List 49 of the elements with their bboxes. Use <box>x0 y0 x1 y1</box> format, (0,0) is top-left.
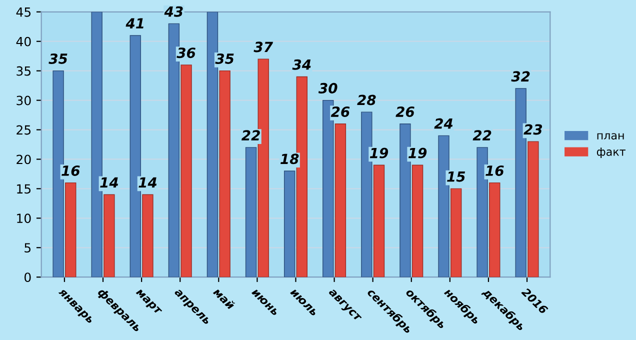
bar <box>104 194 115 278</box>
data-label: 14 <box>138 177 157 188</box>
data-label: 24 <box>434 118 453 129</box>
bar <box>412 164 424 278</box>
data-label: 43 <box>164 6 183 17</box>
y-tick-label: 5 <box>24 243 31 253</box>
y-tick-label: 35 <box>16 66 31 76</box>
data-label: 37 <box>254 42 273 52</box>
bar <box>180 64 192 278</box>
data-label: 26 <box>396 106 414 118</box>
bar <box>65 182 76 278</box>
data-label: 18 <box>280 154 299 164</box>
y-tick-label: 30 <box>16 96 31 106</box>
data-label: 35 <box>215 53 234 64</box>
data-label: 22 <box>472 130 492 140</box>
legend-label: факт <box>596 148 626 158</box>
y-tick-label: 20 <box>16 154 31 164</box>
legend-label: план <box>597 133 624 140</box>
data-label: 30 <box>318 82 338 94</box>
bar <box>142 194 154 278</box>
data-label: 16 <box>486 165 504 176</box>
data-label: 16 <box>62 165 80 176</box>
data-label: 15 <box>447 172 466 182</box>
data-label: 23 <box>524 124 542 135</box>
y-tick-label: 25 <box>16 125 31 135</box>
bar <box>450 188 462 278</box>
data-label: 19 <box>370 148 388 158</box>
data-label: 34 <box>292 59 311 70</box>
bar <box>373 164 385 278</box>
y-tick-label: 10 <box>17 214 31 224</box>
bar <box>219 70 230 278</box>
bar <box>245 147 257 278</box>
data-label: 35 <box>48 53 68 64</box>
bar <box>489 182 500 278</box>
data-label: 19 <box>408 148 427 158</box>
bar <box>284 170 296 278</box>
y-tick-label: 45 <box>16 8 31 17</box>
data-label: 41 <box>126 18 144 28</box>
bar <box>528 141 539 278</box>
data-label: 28 <box>357 94 376 106</box>
y-tick-label: 15 <box>17 184 31 194</box>
data-label: 22 <box>241 130 260 140</box>
data-label: 26 <box>330 106 350 118</box>
y-tick-label: 0 <box>24 272 31 282</box>
data-label: 36 <box>176 48 196 58</box>
y-tick-label: 40 <box>16 36 31 46</box>
data-label: 14 <box>100 177 118 188</box>
data-label: 32 <box>511 71 530 82</box>
bar <box>334 124 346 278</box>
